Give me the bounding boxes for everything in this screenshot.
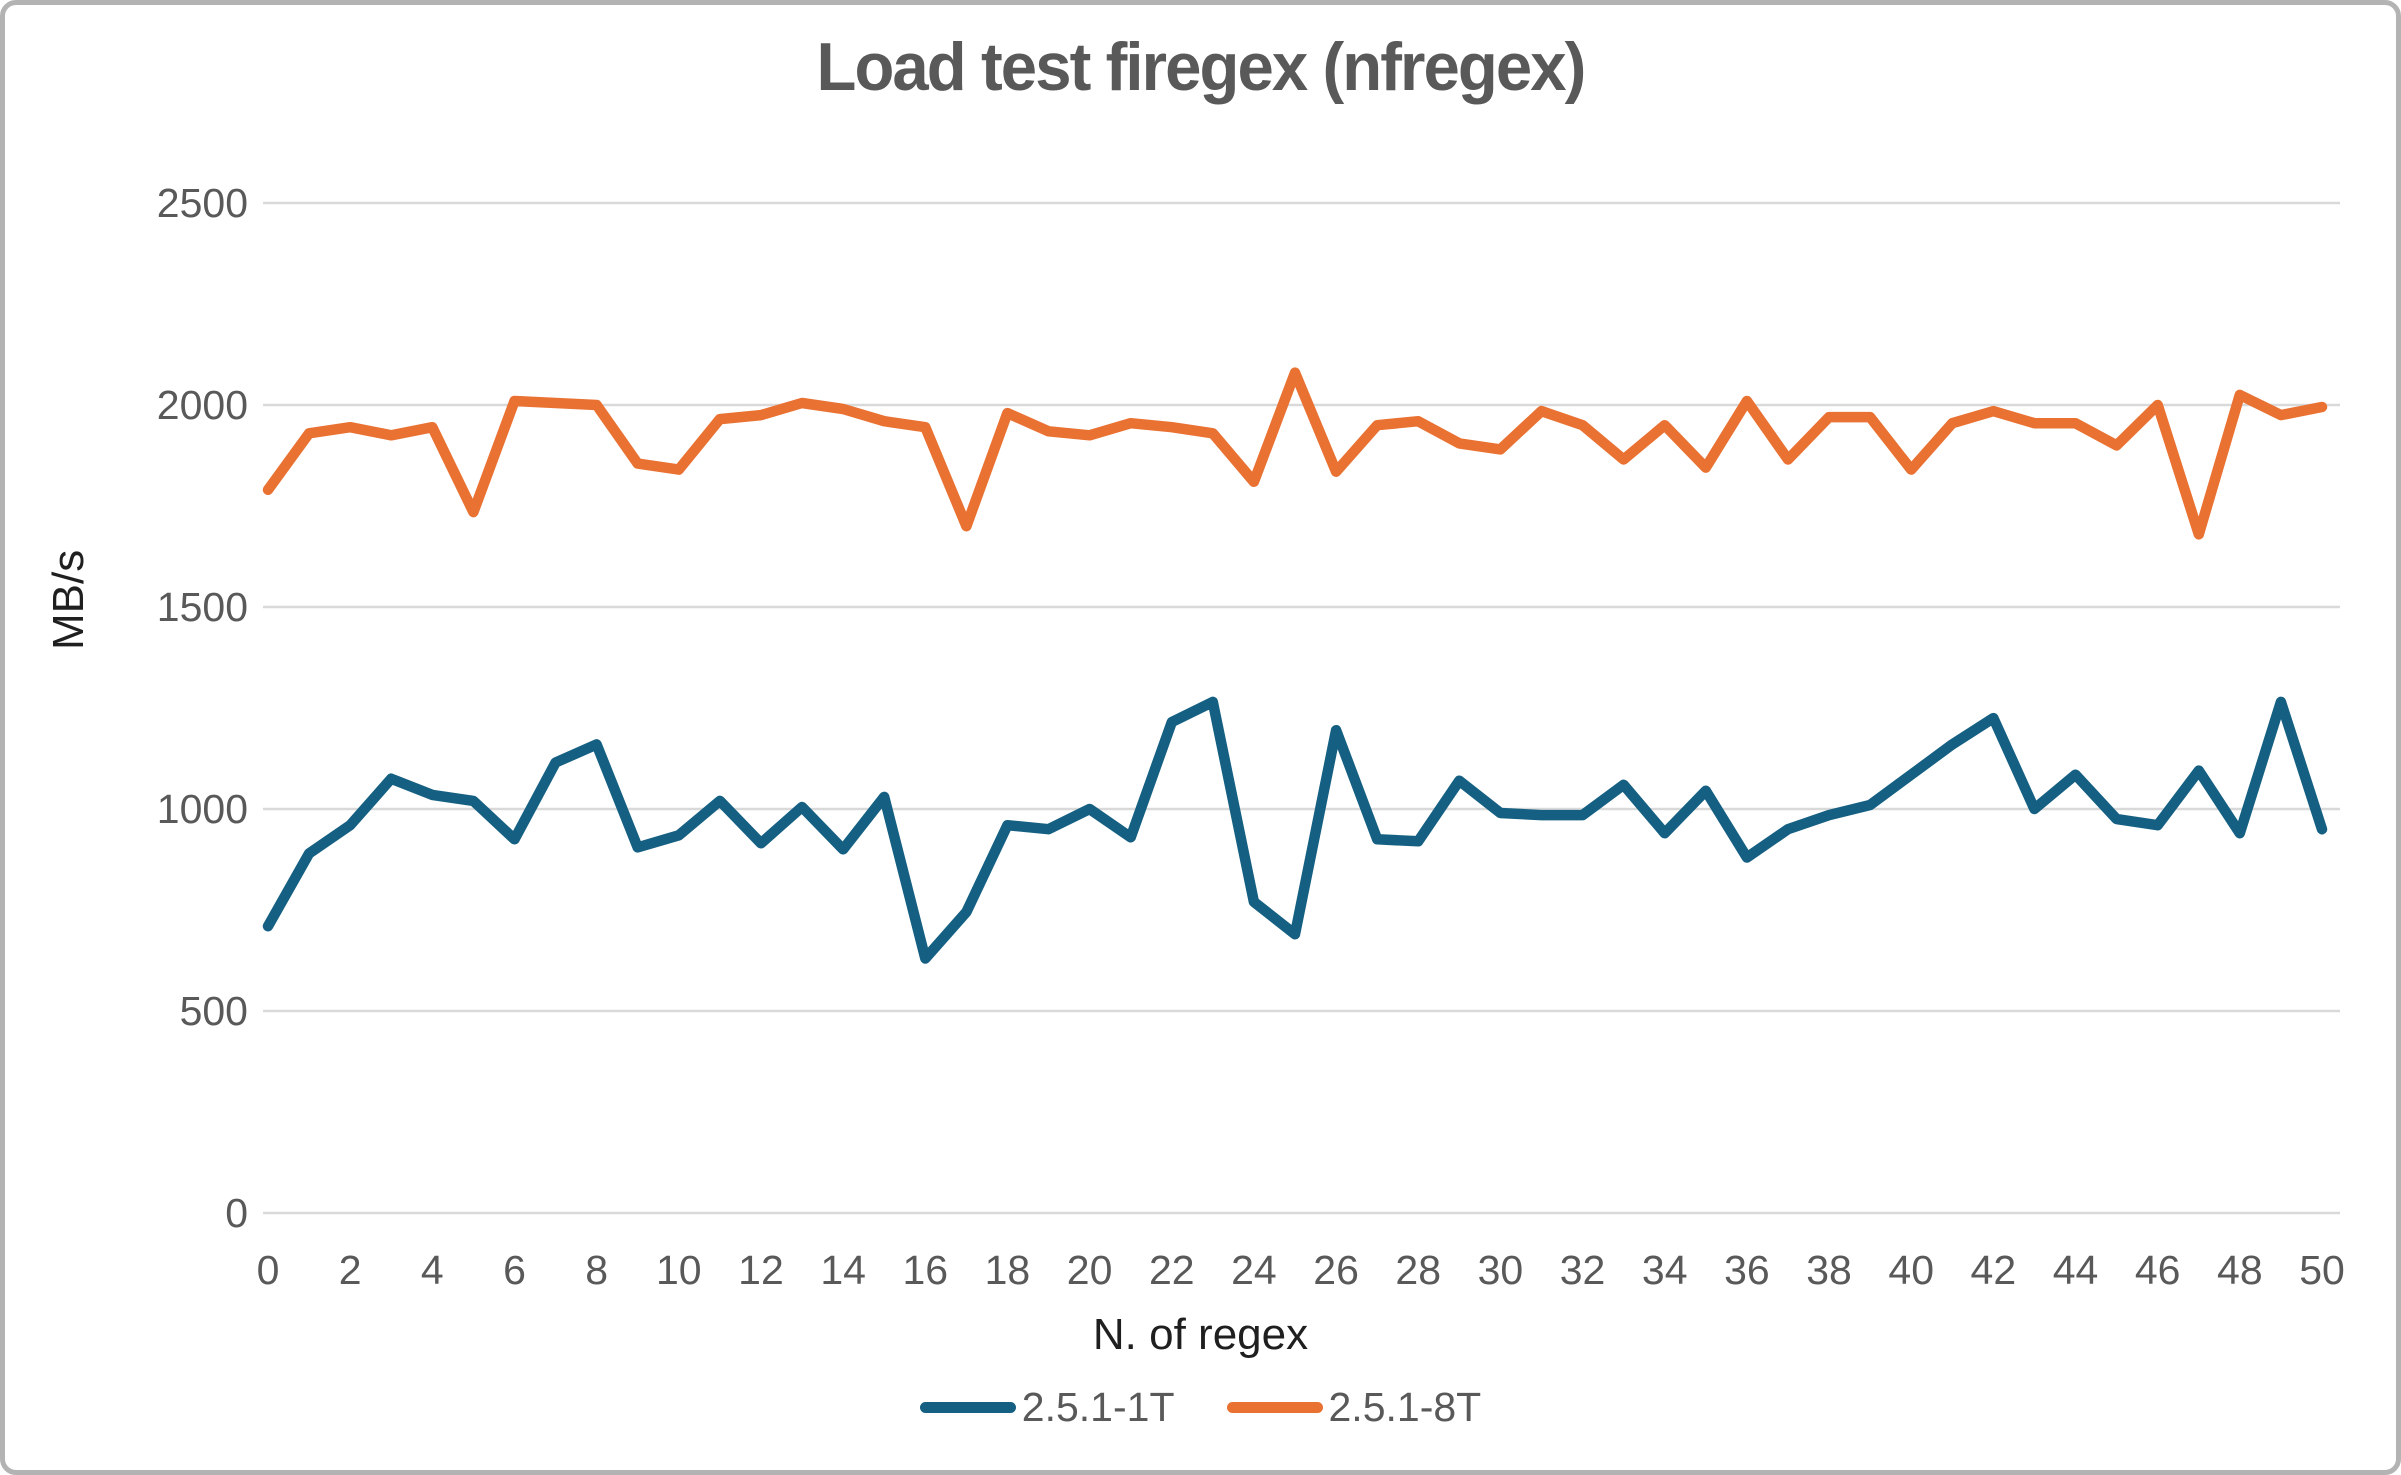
legend-item-1T: 2.5.1-1T (919, 1384, 1175, 1431)
x-tick-label-18: 18 (985, 1247, 1031, 1293)
x-tick-label-14: 14 (820, 1247, 866, 1293)
x-tick-label-38: 38 (1806, 1247, 1852, 1293)
legend-label-1T: 2.5.1-1T (1021, 1384, 1175, 1430)
x-tick-label-26: 26 (1313, 1247, 1359, 1293)
series-line-2.5.1-8T (262, 367, 2328, 540)
x-tick-label-0: 0 (257, 1247, 280, 1293)
x-tick-label-48: 48 (2217, 1247, 2263, 1293)
series-line-2.5.1-1T (262, 696, 2328, 964)
y-tick-label-0: 0 (225, 1190, 248, 1236)
x-tick-label-42: 42 (1971, 1247, 2017, 1293)
gridlines (263, 201, 2340, 1215)
x-tick-label-32: 32 (1560, 1247, 1606, 1293)
legend-swatch-8T (1226, 1402, 1323, 1413)
legend-item-8T: 2.5.1-8T (1226, 1384, 1482, 1431)
x-tick-label-4: 4 (421, 1247, 444, 1293)
y-tick-label-1000: 1000 (157, 786, 248, 832)
x-tick-label-2: 2 (339, 1247, 362, 1293)
y-tick-label-2500: 2500 (157, 180, 248, 226)
x-tick-label-30: 30 (1478, 1247, 1524, 1293)
series-lines (262, 367, 2328, 964)
x-tick-labels: 0 2 4 6 8 10 12 14 16 18 20 22 24 26 28 30 32 34 36 38 40 42 4… (257, 1247, 2345, 1293)
x-tick-label-34: 34 (1642, 1247, 1688, 1293)
legend: 2.5.1-1T 2.5.1-8T (0, 1384, 2401, 1431)
x-tick-label-10: 10 (656, 1247, 702, 1293)
x-tick-label-12: 12 (738, 1247, 784, 1293)
x-tick-label-40: 40 (1888, 1247, 1934, 1293)
y-tick-label-2000: 2000 (157, 382, 248, 428)
x-tick-label-44: 44 (2053, 1247, 2099, 1293)
y-tick-label-1500: 1500 (157, 584, 248, 630)
x-tick-label-46: 46 (2135, 1247, 2181, 1293)
x-tick-label-28: 28 (1395, 1247, 1441, 1293)
y-tick-label-500: 500 (180, 988, 248, 1034)
chart-title: Load test firegex (nfregex) (816, 29, 1587, 105)
x-tick-label-16: 16 (902, 1247, 948, 1293)
x-tick-label-8: 8 (585, 1247, 608, 1293)
legend-swatch-1T (919, 1402, 1016, 1413)
x-tick-label-22: 22 (1149, 1247, 1195, 1293)
x-tick-label-36: 36 (1724, 1247, 1770, 1293)
x-tick-label-6: 6 (503, 1247, 526, 1293)
x-axis-title: N. of regex (1092, 1310, 1309, 1359)
y-tick-labels: 0 500 1000 1500 2000 2500 (157, 180, 248, 1236)
legend-label-8T: 2.5.1-8T (1328, 1384, 1482, 1430)
x-tick-label-50: 50 (2299, 1247, 2345, 1293)
x-tick-label-24: 24 (1231, 1247, 1277, 1293)
x-tick-label-20: 20 (1067, 1247, 1113, 1293)
